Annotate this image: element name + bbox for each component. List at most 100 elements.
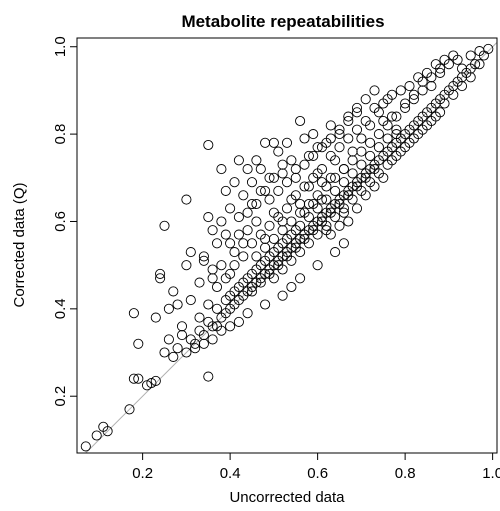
data-point — [159, 347, 170, 358]
data-point — [351, 102, 363, 113]
data-point — [124, 404, 135, 415]
data-point — [325, 120, 336, 131]
data-point — [211, 321, 223, 332]
data-point — [264, 251, 275, 262]
data-point — [181, 347, 192, 358]
data-point — [176, 330, 188, 341]
data-point — [163, 303, 174, 314]
data-point — [295, 207, 306, 218]
data-point — [277, 168, 288, 179]
data-point — [246, 177, 258, 188]
data-point — [185, 247, 196, 258]
data-point — [448, 81, 459, 92]
data-point — [198, 255, 209, 266]
data-point — [255, 260, 266, 271]
data-point — [246, 198, 258, 210]
data-point — [430, 111, 441, 122]
data-point — [229, 286, 240, 297]
data-point — [312, 260, 323, 271]
data-point — [286, 281, 297, 293]
data-point — [238, 290, 249, 301]
data-point — [435, 67, 446, 78]
data-point — [203, 139, 214, 151]
x-axis-label: Uncorrected data — [229, 489, 345, 506]
data-point — [273, 255, 284, 266]
data-point — [238, 277, 249, 288]
data-point — [465, 63, 476, 74]
data-point — [303, 198, 314, 210]
data-point — [91, 430, 102, 441]
data-point — [211, 303, 223, 314]
data-point — [255, 164, 266, 175]
data-point — [408, 89, 419, 100]
data-point — [220, 229, 231, 240]
data-point — [400, 102, 411, 113]
data-point — [365, 137, 376, 148]
data-point — [242, 225, 253, 236]
data-point — [386, 89, 398, 100]
data-point — [391, 111, 402, 122]
y-tick-label: 0.8 — [52, 124, 69, 145]
data-point — [303, 238, 314, 249]
data-point — [316, 212, 328, 223]
data-point — [203, 299, 214, 310]
data-point — [172, 299, 183, 310]
data-point — [312, 229, 323, 240]
data-point — [260, 137, 271, 148]
data-point — [207, 225, 218, 236]
data-point — [198, 251, 209, 262]
data-point — [430, 59, 441, 70]
data-point — [255, 229, 266, 240]
data-point — [325, 172, 336, 183]
data-point — [360, 115, 371, 127]
data-point — [413, 115, 424, 127]
data-point — [343, 133, 354, 144]
data-point — [211, 238, 223, 249]
data-point — [264, 194, 275, 205]
data-point — [220, 295, 231, 306]
data-point — [185, 295, 196, 306]
data-point — [264, 264, 275, 275]
data-point — [316, 164, 328, 175]
data-point — [338, 177, 349, 188]
data-point — [413, 72, 424, 83]
data-point — [260, 185, 271, 196]
data-point — [413, 129, 424, 140]
data-point — [356, 159, 367, 170]
x-tick-label: 0.2 — [132, 465, 153, 482]
data-point — [260, 299, 271, 310]
data-point — [286, 155, 297, 166]
data-point — [382, 120, 393, 131]
data-point — [295, 115, 306, 127]
data-point — [277, 225, 288, 236]
data-point — [268, 233, 279, 244]
data-point — [295, 198, 306, 210]
data-points-layer — [80, 43, 494, 452]
data-point — [391, 124, 402, 135]
x-tick-label: 1.0 — [482, 465, 500, 482]
data-point — [290, 172, 301, 183]
data-point — [334, 124, 345, 135]
data-point — [273, 212, 284, 223]
data-point — [295, 247, 306, 258]
data-point — [478, 50, 489, 61]
data-point — [308, 129, 319, 140]
data-point — [347, 146, 358, 157]
data-point — [242, 207, 253, 218]
data-point — [351, 203, 363, 214]
data-point — [395, 146, 406, 157]
data-point — [299, 133, 310, 144]
data-point — [251, 251, 262, 262]
data-point — [251, 155, 262, 166]
data-point — [338, 238, 349, 249]
chart-title: Metabolite repeatabilities — [181, 12, 384, 31]
data-point — [386, 155, 398, 166]
data-point — [233, 316, 244, 327]
data-point — [185, 334, 196, 345]
data-point — [273, 185, 284, 196]
data-point — [312, 142, 323, 153]
data-point — [360, 190, 371, 201]
data-point — [325, 150, 336, 161]
data-point — [277, 159, 288, 170]
